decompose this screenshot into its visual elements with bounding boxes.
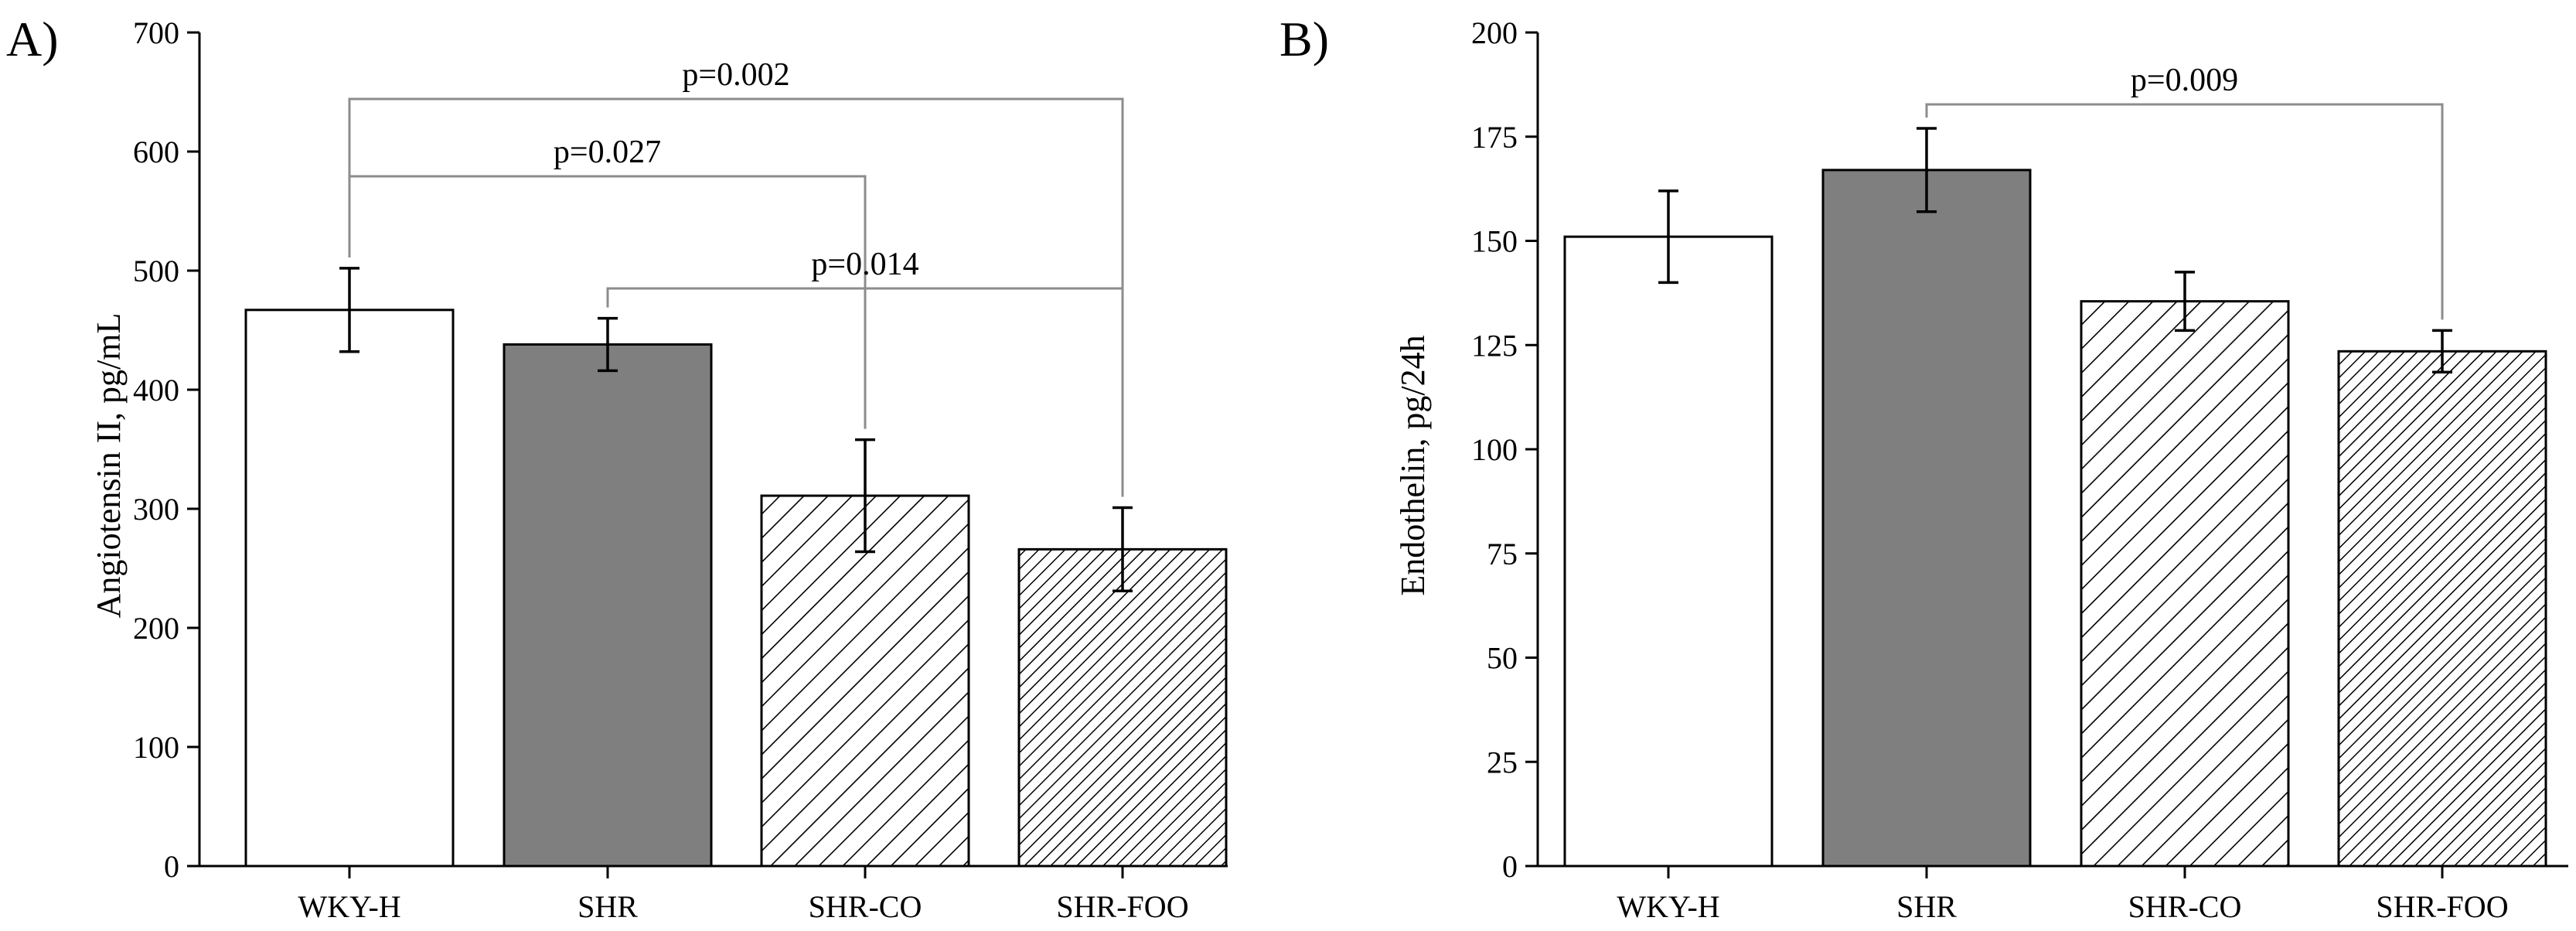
y-tick-label-b-0: 0 (1502, 849, 1518, 884)
y-tick-label-b-2: 50 (1487, 641, 1518, 676)
y-axis-title-b: Endothelin, pg/24h (1394, 335, 1432, 595)
x-tick-label-b-shr-co: SHR-CO (2128, 889, 2242, 924)
panel-label-b: B) (1279, 12, 1329, 66)
y-tick-label-b-8: 200 (1471, 15, 1518, 50)
bar-a-shr-co (760, 494, 970, 868)
significance-bracket-b-0 (1925, 103, 2444, 320)
bar-a-wky-h (244, 309, 455, 868)
y-tick-label-a-2: 200 (133, 611, 179, 646)
bar-b-shr-foo (2337, 350, 2547, 868)
y-tick-label-a-4: 400 (133, 373, 179, 408)
y-tick-label-b-3: 75 (1487, 537, 1518, 571)
significance-bracket-a-1 (348, 175, 867, 429)
x-tick-label-a-shr-co: SHR-CO (809, 889, 922, 924)
y-tick-label-b-1: 25 (1487, 745, 1518, 779)
panel-label-a: A) (6, 12, 59, 66)
bar-b-wky-h (1563, 235, 1774, 868)
bar-a-shr (503, 343, 713, 868)
y-tick-label-a-0: 0 (164, 849, 179, 884)
significance-bracket-a-0 (348, 97, 1124, 497)
x-tick-label-b-wky-h: WKY-H (1617, 889, 1719, 924)
y-tick-label-a-5: 500 (133, 254, 179, 288)
y-tick-label-a-7: 700 (133, 15, 179, 50)
x-tick-label-a-shr: SHR (578, 889, 638, 924)
chart-panel-b: B) Endothelin, pg/24h 0 25 50 75 100 125 150 17… (1279, 12, 2568, 924)
significance-label-a-0: p=0.002 (682, 57, 789, 93)
y-tick-label-a-1: 100 (133, 730, 179, 765)
y-tick-label-b-4: 100 (1471, 432, 1518, 467)
x-tick-label-b-shr: SHR (1896, 889, 1957, 924)
x-tick-label-a-shr-foo: SHR-FOO (1056, 889, 1188, 924)
significance-bracket-a-2 (606, 287, 1124, 497)
y-tick-label-b-6: 150 (1471, 224, 1518, 259)
y-axis-title-a: Angiotensin II, pg/mL (90, 313, 128, 619)
significance-label-b-0: p=0.009 (2131, 63, 2238, 98)
y-tick-label-b-5: 125 (1471, 328, 1518, 363)
y-tick-label-a-3: 300 (133, 492, 179, 527)
x-tick-label-a-wky-h: WKY-H (298, 889, 400, 924)
x-tick-label-b-shr-foo: SHR-FOO (2376, 889, 2508, 924)
significance-label-a-1: p=0.027 (554, 135, 661, 170)
y-tick-label-b-7: 175 (1471, 120, 1518, 155)
chart-panel-a: A) Angiotensin II, pg/mL 0 100 200 300 400 50… (6, 12, 1228, 924)
bar-b-shr (1821, 169, 2032, 868)
y-tick-label-a-6: 600 (133, 135, 179, 169)
bar-a-shr-foo (1017, 547, 1228, 868)
significance-label-a-2: p=0.014 (811, 247, 918, 282)
bar-b-shr-co (2080, 300, 2290, 868)
